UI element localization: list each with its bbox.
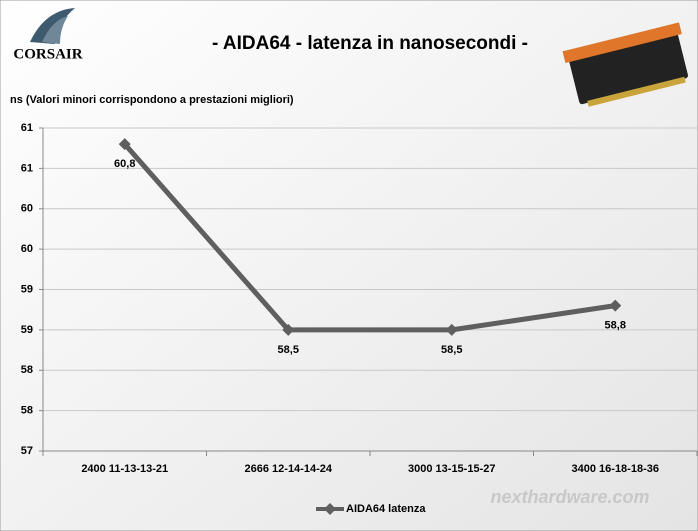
y-tick-label: 61: [21, 162, 33, 174]
product-image: [562, 22, 688, 107]
y-tick-label: 57: [21, 445, 33, 457]
data-label: 58,5: [278, 344, 299, 356]
data-label: 58,5: [441, 344, 462, 356]
y-tick-label: 60: [21, 203, 33, 215]
marker: [609, 299, 622, 312]
legend-marker: [324, 503, 336, 515]
y-tick-label: 58: [21, 364, 33, 376]
y-tick-label: 61: [21, 122, 33, 134]
x-tick-label: 2666 12-14-14-24: [245, 463, 333, 475]
marker: [445, 323, 458, 336]
y-tick-label: 59: [21, 324, 33, 336]
data-label: 60,8: [114, 158, 135, 170]
line: [122, 142, 616, 333]
marker: [282, 323, 295, 336]
y-tick-label: 59: [21, 283, 33, 295]
legend-label: AIDA64 latenza: [346, 503, 426, 515]
marker: [118, 138, 131, 151]
y-axis-label: ns (Valori minori corrispondono a presta…: [10, 94, 294, 106]
data-label: 58,8: [605, 320, 626, 332]
y-tick-label: 58: [21, 405, 33, 417]
x-tick-label: 2400 11-13-13-21: [81, 463, 168, 475]
logo-text: CORSAIR: [13, 46, 82, 62]
x-tick-label: 3400 16-18-18-36: [572, 463, 659, 475]
x-tick-label: 3000 13-15-15-27: [408, 463, 495, 475]
y-tick-label: 60: [21, 243, 33, 255]
chart-title: - AIDA64 - latenza in nanosecondi -: [212, 33, 528, 54]
logo: CORSAIR: [13, 8, 83, 62]
watermark: nexthardware.com: [490, 487, 649, 507]
